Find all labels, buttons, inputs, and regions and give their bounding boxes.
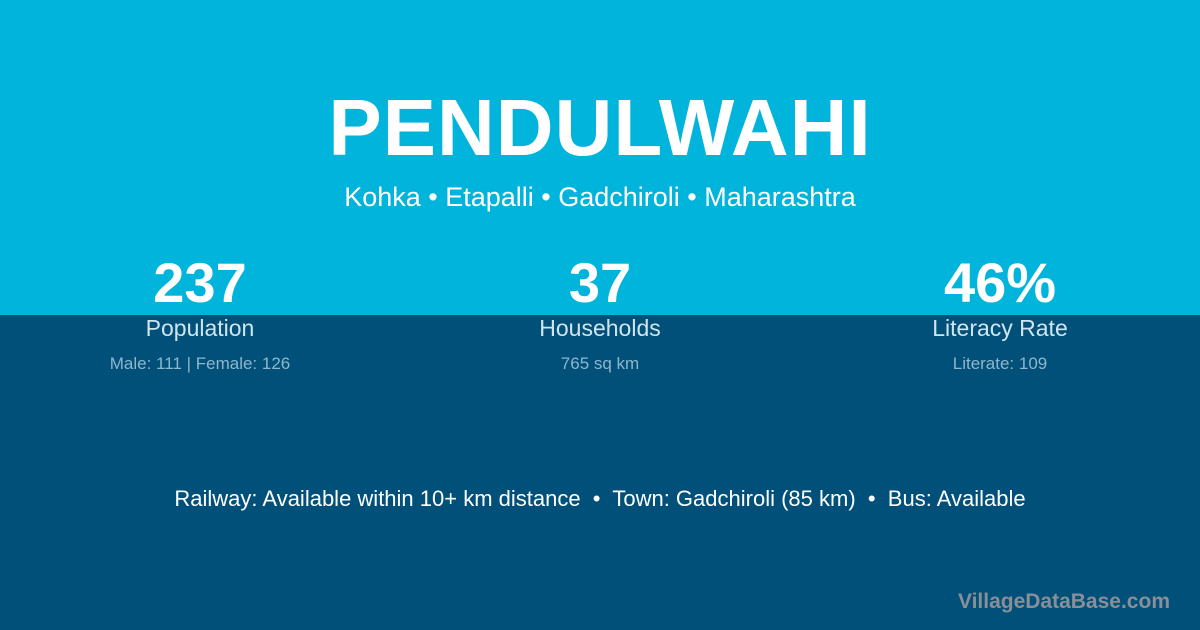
stat-value: 37 xyxy=(568,251,632,314)
stat-label: Population xyxy=(145,315,255,341)
footer-band xyxy=(0,315,1200,630)
stat-value: 237 xyxy=(153,251,247,314)
transport-info: Railway: Available within 10+ km distanc… xyxy=(174,486,1026,511)
stat-value: 46% xyxy=(943,251,1057,314)
stat-label: Literacy Rate xyxy=(932,315,1068,341)
stat-note: Literate: 109 xyxy=(952,354,1048,373)
stat-label: Households xyxy=(539,315,661,341)
stat-note: Male: 111 | Female: 126 xyxy=(109,354,291,373)
header-band xyxy=(0,0,1200,315)
stat-note: 765 sq km xyxy=(560,354,640,373)
location-breadcrumb: Kohka • Etapalli • Gadchiroli • Maharash… xyxy=(344,182,856,212)
watermark: VillageDataBase.com xyxy=(957,590,1170,613)
village-title: PENDULWAHI xyxy=(328,83,872,172)
